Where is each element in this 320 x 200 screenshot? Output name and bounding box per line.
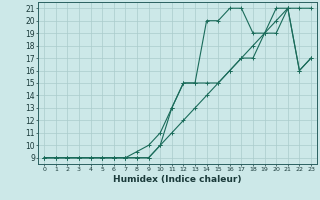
- X-axis label: Humidex (Indice chaleur): Humidex (Indice chaleur): [113, 175, 242, 184]
